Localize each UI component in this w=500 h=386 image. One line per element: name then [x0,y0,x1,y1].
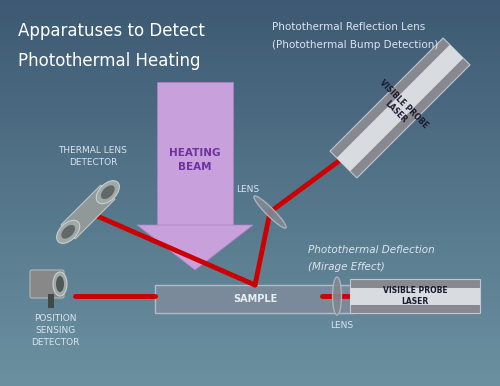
Bar [0,219,500,226]
Bar [0,135,500,142]
Bar [0,129,500,136]
Bar [0,354,500,361]
Text: Photothermal Heating: Photothermal Heating [18,52,201,70]
Bar [0,225,500,233]
Bar [0,77,500,85]
Bar [0,32,500,40]
Bar [0,341,500,349]
Bar [0,96,500,104]
Bar [0,161,500,168]
Ellipse shape [62,225,75,239]
Bar [0,84,500,91]
Bar [0,0,500,7]
Bar [0,90,500,98]
Bar [0,174,500,181]
Polygon shape [350,279,480,313]
Bar [0,39,500,46]
Ellipse shape [101,185,114,199]
Bar [0,302,500,310]
Bar [0,296,500,303]
Bar [0,193,500,200]
Bar [0,290,500,297]
Bar [0,277,500,284]
Bar [0,13,500,20]
Text: POSITION
SENSING
DETECTOR: POSITION SENSING DETECTOR [31,314,79,347]
Text: VISIBLE PROBE
LASER: VISIBLE PROBE LASER [382,286,448,306]
Polygon shape [137,225,253,270]
Text: SAMPLE: SAMPLE [233,294,277,304]
FancyBboxPatch shape [30,270,64,298]
Bar [0,328,500,335]
Bar [0,379,500,386]
Bar [48,294,54,308]
Text: LENS: LENS [330,321,353,330]
Polygon shape [61,185,115,239]
Bar [0,244,500,252]
Bar [0,7,500,14]
Bar [0,360,500,368]
Ellipse shape [96,181,120,204]
Bar [0,154,500,162]
Bar [0,251,500,258]
Bar [0,212,500,220]
Bar [0,238,500,245]
Bar [0,315,500,323]
Bar [0,373,500,381]
Bar [0,200,500,207]
Text: THERMAL LENS
DETECTOR: THERMAL LENS DETECTOR [58,146,128,167]
Text: HEATING
BEAM: HEATING BEAM [169,148,221,172]
Bar [0,116,500,123]
Text: (Mirage Effect): (Mirage Effect) [308,262,385,272]
Bar [0,186,500,194]
Ellipse shape [332,277,342,315]
Ellipse shape [56,220,80,243]
Bar [0,58,500,65]
Bar [0,270,500,278]
Bar [0,51,500,59]
Polygon shape [350,288,480,305]
Bar [0,283,500,291]
Ellipse shape [53,272,67,296]
Polygon shape [157,82,233,225]
Ellipse shape [56,276,64,292]
Bar [0,180,500,188]
Bar [0,347,500,355]
Bar [0,26,500,33]
Bar [0,322,500,329]
Bar [0,109,500,117]
Bar [0,206,500,213]
Ellipse shape [254,196,286,228]
Bar [0,264,500,271]
Bar [0,167,500,175]
Bar [0,45,500,52]
Bar [0,257,500,265]
Text: Apparatuses to Detect: Apparatuses to Detect [18,22,205,40]
Bar [0,71,500,78]
Bar [0,122,500,130]
Bar [0,148,500,156]
Bar [0,309,500,316]
Polygon shape [336,45,464,171]
Bar [0,103,500,110]
Bar [0,64,500,72]
Text: (Photothermal Bump Detection): (Photothermal Bump Detection) [272,40,438,50]
Bar [0,142,500,149]
Text: VISIBLE PROBE
LASER: VISIBLE PROBE LASER [370,78,430,138]
Bar [155,285,355,313]
Text: Photothermal Reflection Lens: Photothermal Reflection Lens [272,22,425,32]
Text: Photothermal Deflection: Photothermal Deflection [308,245,435,255]
Bar [0,232,500,239]
Bar [0,335,500,342]
Bar [0,19,500,27]
Text: LENS: LENS [236,185,260,194]
Bar [0,367,500,374]
Polygon shape [330,38,470,178]
